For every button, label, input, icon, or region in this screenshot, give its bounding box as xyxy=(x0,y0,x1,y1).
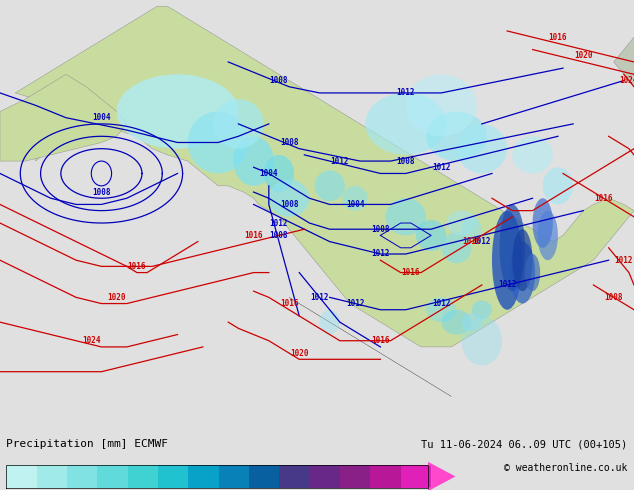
Ellipse shape xyxy=(538,211,558,260)
Bar xyxy=(219,465,249,488)
Polygon shape xyxy=(15,6,634,347)
Text: 1012: 1012 xyxy=(396,88,415,98)
Ellipse shape xyxy=(365,93,446,155)
Bar xyxy=(158,465,188,488)
Text: 1016: 1016 xyxy=(244,231,263,240)
Ellipse shape xyxy=(385,198,426,235)
Text: 1004: 1004 xyxy=(92,113,111,122)
Text: 1008: 1008 xyxy=(280,200,299,209)
Bar xyxy=(249,465,280,488)
Text: 1012: 1012 xyxy=(269,219,288,227)
Ellipse shape xyxy=(512,136,553,173)
Text: 1008: 1008 xyxy=(396,157,415,166)
Text: 1020: 1020 xyxy=(107,293,126,302)
Ellipse shape xyxy=(462,217,482,242)
Ellipse shape xyxy=(441,232,472,263)
Text: 1016: 1016 xyxy=(548,33,567,42)
Ellipse shape xyxy=(441,310,472,335)
Ellipse shape xyxy=(525,254,540,291)
Text: 1012: 1012 xyxy=(346,299,365,308)
Bar xyxy=(67,465,98,488)
Text: © weatheronline.co.uk: © weatheronline.co.uk xyxy=(504,463,628,473)
Ellipse shape xyxy=(117,74,238,148)
Text: 1020: 1020 xyxy=(574,51,593,60)
Ellipse shape xyxy=(446,211,477,235)
Bar xyxy=(188,465,219,488)
Ellipse shape xyxy=(500,204,525,291)
Bar xyxy=(370,465,401,488)
Ellipse shape xyxy=(472,300,492,319)
Ellipse shape xyxy=(462,316,502,366)
Bar xyxy=(6,465,37,488)
Ellipse shape xyxy=(233,136,274,186)
Ellipse shape xyxy=(342,186,368,211)
Text: 1012: 1012 xyxy=(498,280,517,290)
Text: 1016: 1016 xyxy=(594,194,613,203)
FancyArrow shape xyxy=(428,462,455,490)
Text: 1016: 1016 xyxy=(127,262,146,271)
Text: 1008: 1008 xyxy=(371,225,390,234)
Text: 1012: 1012 xyxy=(432,299,451,308)
Text: 1008: 1008 xyxy=(604,293,623,302)
Ellipse shape xyxy=(543,167,573,204)
Bar xyxy=(340,465,370,488)
Ellipse shape xyxy=(320,310,340,335)
Text: 1008: 1008 xyxy=(269,76,288,85)
Ellipse shape xyxy=(269,180,309,217)
Ellipse shape xyxy=(188,112,249,173)
Ellipse shape xyxy=(456,124,507,173)
Polygon shape xyxy=(0,74,127,161)
Text: 1008: 1008 xyxy=(280,138,299,147)
Ellipse shape xyxy=(314,171,345,201)
Text: 1024: 1024 xyxy=(619,76,634,85)
Ellipse shape xyxy=(533,198,553,248)
Ellipse shape xyxy=(416,220,446,251)
Text: 1020: 1020 xyxy=(290,348,309,358)
Text: 1008: 1008 xyxy=(92,188,111,196)
Bar xyxy=(401,465,431,488)
Ellipse shape xyxy=(510,242,535,303)
Ellipse shape xyxy=(406,74,477,136)
Text: 1012: 1012 xyxy=(330,157,349,166)
Ellipse shape xyxy=(264,155,294,192)
Text: Tu 11-06-2024 06..09 UTC (00+105): Tu 11-06-2024 06..09 UTC (00+105) xyxy=(422,439,628,449)
Ellipse shape xyxy=(492,211,522,310)
Bar xyxy=(127,465,158,488)
Text: 1004: 1004 xyxy=(346,200,365,209)
Polygon shape xyxy=(289,297,451,396)
Bar xyxy=(310,465,340,488)
Text: 1016: 1016 xyxy=(280,299,299,308)
Bar xyxy=(37,465,67,488)
Ellipse shape xyxy=(213,99,264,148)
Text: 1012: 1012 xyxy=(432,163,451,172)
Text: 1024: 1024 xyxy=(82,336,101,345)
Ellipse shape xyxy=(426,112,487,161)
Text: 1016: 1016 xyxy=(371,336,390,345)
Bar xyxy=(98,465,127,488)
Bar xyxy=(280,465,310,488)
Text: 1012: 1012 xyxy=(614,256,633,265)
Text: 1012: 1012 xyxy=(472,237,491,246)
Ellipse shape xyxy=(462,313,482,331)
Text: 1008: 1008 xyxy=(269,231,288,240)
Text: 1016: 1016 xyxy=(462,237,481,246)
Polygon shape xyxy=(614,0,634,124)
Text: 1012: 1012 xyxy=(371,249,390,259)
Ellipse shape xyxy=(426,297,456,322)
Ellipse shape xyxy=(512,229,533,291)
Text: Precipitation [mm] ECMWF: Precipitation [mm] ECMWF xyxy=(6,439,169,449)
Text: 1004: 1004 xyxy=(259,169,278,178)
Text: 1012: 1012 xyxy=(310,293,329,302)
Text: 1016: 1016 xyxy=(401,268,420,277)
